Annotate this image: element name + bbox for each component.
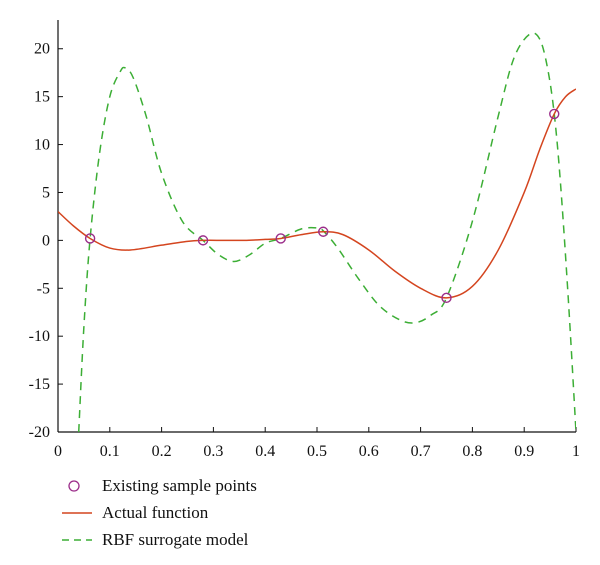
x-tick-label: 0.4 — [255, 443, 275, 460]
y-tick-label: 15 — [34, 89, 50, 106]
legend-item-sample-points: Existing sample points — [62, 472, 257, 499]
dashed-line-icon — [62, 538, 92, 541]
x-tick-label: 0.8 — [462, 443, 482, 460]
legend-label-sample-points: Existing sample points — [102, 475, 257, 495]
legend: Existing sample points Actual function R… — [62, 472, 257, 553]
legend-label-actual-function: Actual function — [102, 502, 209, 522]
x-tick-label: 0.1 — [100, 443, 120, 460]
series-group — [58, 32, 576, 432]
sample-point — [275, 233, 286, 244]
x-tick-label: 0.6 — [359, 443, 379, 460]
y-tick-label: 20 — [34, 41, 50, 58]
y-tick-label: 10 — [34, 137, 50, 154]
x-tick-label: 0.3 — [203, 443, 223, 460]
sample-points-group — [84, 108, 560, 304]
legend-label-rbf-model: RBF surrogate model — [102, 529, 249, 549]
solid-line-icon — [62, 511, 92, 514]
sample-point — [318, 226, 329, 237]
x-tick-label: 1 — [572, 443, 580, 460]
x-tick-label: 0.7 — [411, 443, 431, 460]
y-tick-label: 5 — [42, 184, 50, 201]
circle-marker-icon — [68, 479, 80, 492]
x-tick-label: 0 — [54, 443, 62, 460]
chart: 0 0.1 0.2 0.3 0.4 0.5 0.6 0.7 0.8 0.9 1 -20 -15 -10 -5… — [29, 20, 580, 460]
tick-group: 0 0.1 0.2 0.3 0.4 0.5 0.6 0.7 0.8 0.9 1 -20 -15 -10 -5… — [29, 41, 580, 460]
y-tick-label: -20 — [29, 424, 50, 441]
y-tick-label: -10 — [29, 328, 50, 345]
x-tick-label: 0.5 — [307, 443, 327, 460]
x-tick-label: 0.2 — [152, 443, 172, 460]
sample-point — [84, 233, 96, 244]
actual-function-line — [58, 88, 576, 299]
sample-point — [197, 235, 209, 246]
rbf-surrogate-line — [77, 32, 576, 432]
y-tick-label: -5 — [37, 280, 50, 297]
y-tick-label: 0 — [42, 232, 50, 249]
x-tick-label: 0.9 — [514, 443, 534, 460]
y-tick-label: -15 — [29, 376, 50, 393]
sample-point — [441, 292, 452, 304]
legend-item-rbf-model: RBF surrogate model — [62, 526, 257, 553]
legend-item-actual-function: Actual function — [62, 499, 257, 526]
sample-point — [549, 108, 560, 120]
